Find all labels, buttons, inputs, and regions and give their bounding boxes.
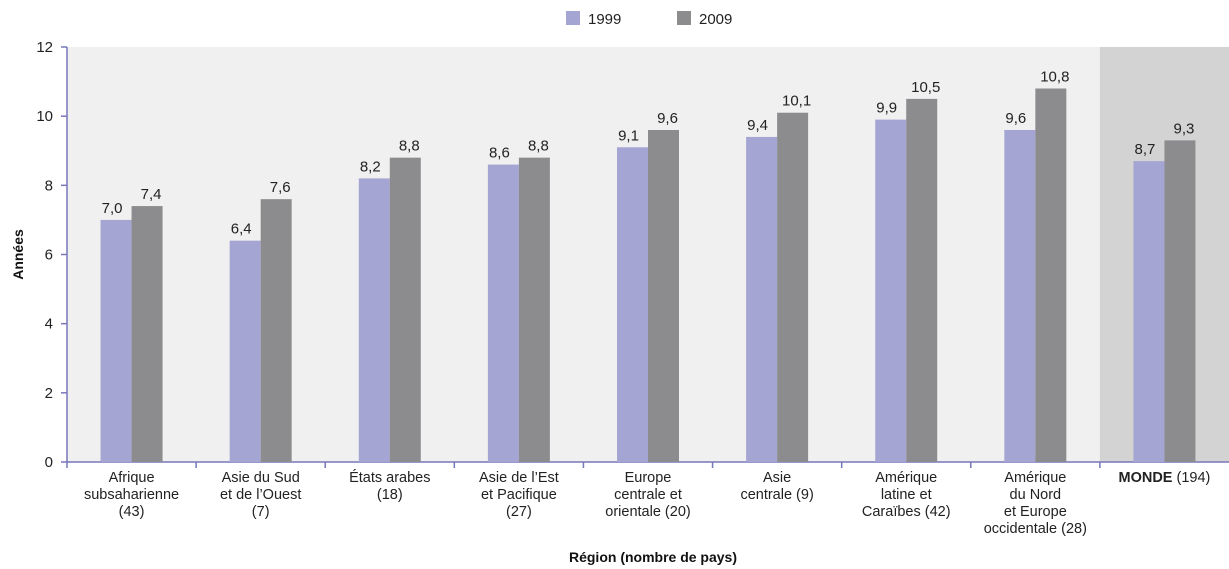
- category-label-bold: MONDE: [1119, 470, 1173, 486]
- category-label: subsaharienne: [84, 487, 179, 503]
- bar-2009: [1164, 140, 1196, 462]
- bar-2009: [260, 199, 292, 462]
- category-label: Asie de l’Est: [479, 470, 559, 486]
- category-label: (7): [252, 504, 270, 520]
- category-label: Amérique: [1004, 470, 1066, 486]
- bar-value-label: 7,4: [141, 186, 162, 203]
- y-axis-title: Années: [10, 229, 26, 280]
- y-tick-label: 10: [36, 108, 53, 125]
- bar-1999: [746, 136, 778, 462]
- bar-value-label: 9,9: [876, 100, 897, 117]
- category-label: Amérique: [875, 470, 937, 486]
- category-label: (43): [119, 504, 145, 520]
- y-tick-label: 8: [45, 177, 53, 194]
- bar-value-label: 9,6: [1005, 110, 1026, 127]
- bar-value-label: 9,6: [657, 110, 678, 127]
- category-label: centrale (9): [740, 487, 813, 503]
- bar-2009: [906, 98, 938, 462]
- category-label: orientale (20): [605, 504, 690, 520]
- legend-swatch-2009: [677, 11, 691, 25]
- bar-1999: [617, 147, 648, 462]
- category-label: Caraïbes (42): [862, 504, 951, 520]
- bar-2009: [518, 157, 550, 462]
- category-label: du Nord: [1010, 487, 1062, 503]
- category-label: MONDE (194): [1119, 470, 1211, 486]
- bar-value-label: 9,4: [747, 117, 768, 134]
- category-label: et de l’Ouest: [220, 487, 301, 503]
- bar-value-label: 9,1: [618, 127, 639, 144]
- y-tick-label: 4: [45, 316, 53, 333]
- y-tick-label: 6: [45, 247, 53, 264]
- y-tick-label: 2: [45, 385, 53, 402]
- category-label: (18): [377, 487, 403, 503]
- bar-2009: [648, 130, 679, 462]
- bar-value-label: 8,8: [399, 138, 420, 155]
- category-label: centrale et: [614, 487, 682, 503]
- bar-value-label: 8,8: [528, 138, 549, 155]
- bar-value-label: 9,3: [1174, 120, 1195, 137]
- legend-label: 2009: [699, 11, 732, 28]
- bar-value-label: 6,4: [231, 221, 252, 238]
- category-label: (27): [506, 504, 532, 520]
- category-label: Asie: [763, 470, 791, 486]
- bar-1999: [358, 178, 390, 462]
- bar-2009: [1035, 88, 1067, 462]
- bar-value-label: 7,6: [270, 179, 291, 196]
- category-label: latine et: [881, 487, 932, 503]
- bar-1999: [487, 164, 519, 463]
- legend-swatch-1999: [566, 11, 580, 25]
- bar-1999: [229, 240, 261, 462]
- bar-1999: [1133, 161, 1165, 462]
- bar-value-label: 8,7: [1135, 141, 1156, 158]
- bar-value-label: 8,6: [489, 145, 510, 162]
- bar-1999: [100, 219, 132, 462]
- category-label: et Europe: [1004, 504, 1067, 520]
- category-label-count: (194): [1172, 470, 1210, 486]
- bar-2009: [777, 112, 809, 462]
- bar-value-label: 10,5: [911, 79, 940, 96]
- bar-value-label: 10,8: [1040, 69, 1069, 86]
- bar-1999: [1004, 130, 1036, 462]
- category-label: et Pacifique: [481, 487, 557, 503]
- bar-value-label: 8,2: [360, 158, 381, 175]
- category-label: Afrique: [109, 470, 155, 486]
- legend-label: 1999: [588, 11, 621, 28]
- bar-value-label: 10,1: [782, 93, 811, 110]
- bar-value-label: 7,0: [102, 200, 123, 217]
- y-tick-label: 0: [45, 454, 53, 471]
- bar-1999: [875, 119, 907, 462]
- bar-2009: [131, 206, 163, 462]
- category-label: États arabes: [349, 469, 430, 486]
- x-axis-title: Région (nombre de pays): [569, 549, 737, 565]
- bar-2009: [389, 157, 421, 462]
- category-label: Asie du Sud: [222, 470, 300, 486]
- y-tick-label: 12: [36, 39, 53, 56]
- category-label: Europe: [625, 470, 672, 486]
- category-label: occidentale (28): [984, 521, 1087, 537]
